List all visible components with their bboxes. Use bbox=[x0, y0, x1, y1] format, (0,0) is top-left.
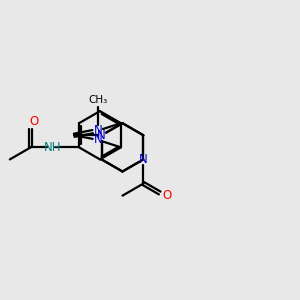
Text: NH: NH bbox=[44, 141, 61, 154]
Text: N: N bbox=[97, 129, 106, 142]
Text: O: O bbox=[30, 115, 39, 128]
Text: CH₃: CH₃ bbox=[88, 95, 107, 105]
Text: N: N bbox=[94, 134, 102, 146]
Text: N: N bbox=[139, 153, 148, 166]
Text: O: O bbox=[162, 189, 171, 202]
Text: N: N bbox=[94, 124, 102, 137]
